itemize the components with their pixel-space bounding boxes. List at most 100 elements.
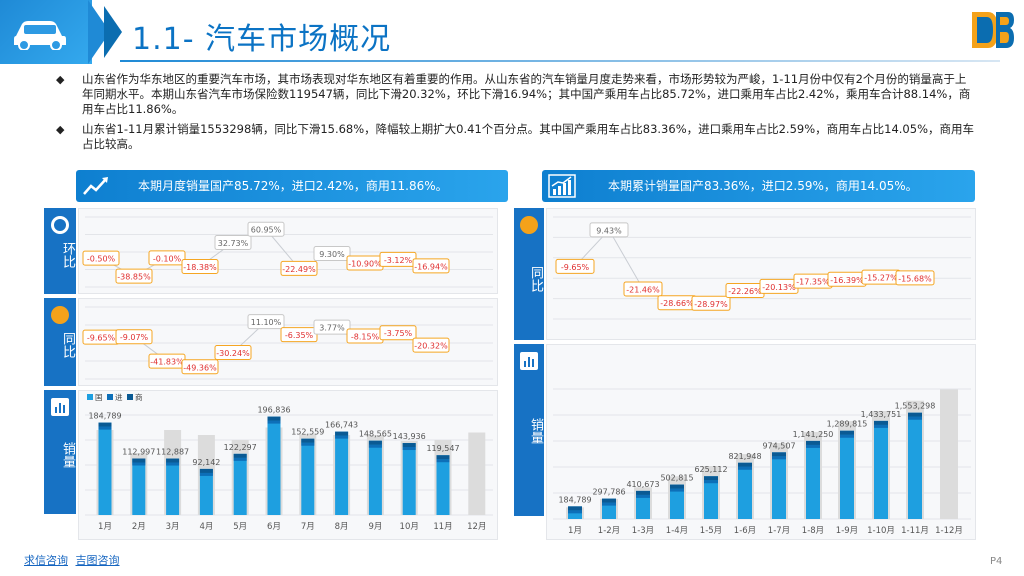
banner-cumulative: 本期累计销量国产83.36%，进口2.59%，商用14.05%。 (542, 170, 975, 202)
data-label-box (181, 359, 219, 375)
tab-tb-label: 同比 (60, 332, 75, 358)
data-label: -3.12% (384, 256, 413, 265)
data-label-box (555, 258, 595, 274)
bar (840, 430, 854, 519)
bar-value-label: 297,786 (592, 488, 625, 497)
footer-links: 求信咨询 吉图咨询 (24, 552, 124, 568)
bar (908, 412, 922, 519)
tab-hb-label: 环比 (60, 242, 75, 268)
data-label: -20.13% (762, 283, 796, 292)
bar (704, 476, 718, 519)
bar-value-label: 1,289,815 (827, 420, 868, 429)
bar-segment-commercial (402, 443, 416, 448)
data-label: -18.38% (183, 263, 217, 272)
bar-segment-import (568, 510, 582, 514)
data-label: -17.35% (796, 278, 830, 287)
prior-year-bar (940, 389, 958, 519)
bar-segment-commercial (874, 420, 888, 425)
bar-segment-import (233, 457, 247, 461)
x-tick-label: 1月 (568, 526, 582, 536)
data-label: -6.35% (285, 331, 314, 340)
data-label: -8.15% (351, 333, 380, 342)
bar-value-label: 148,565 (359, 430, 392, 439)
bar (368, 440, 382, 515)
data-label-box (589, 222, 629, 238)
data-label-box (247, 314, 285, 330)
bar-segment-import (402, 447, 416, 451)
bar-value-label: 1,141,250 (793, 430, 834, 439)
tab-tb-right-label: 同比 (528, 266, 543, 292)
data-label: -15.68% (898, 274, 932, 283)
bar-segment-import (199, 472, 213, 476)
bar-value-label: 92,142 (192, 458, 220, 467)
bar-segment-commercial (704, 476, 718, 481)
bar (772, 452, 786, 519)
bar-segment-commercial (199, 468, 213, 473)
target-icon (51, 216, 69, 234)
percent-icon (51, 306, 69, 324)
bar-segment-import (602, 502, 616, 506)
bar-segment-commercial (335, 431, 349, 436)
footer-link-qiuxin[interactable]: 求信咨询 (24, 554, 68, 567)
bar-segment-import (874, 424, 888, 428)
bar-segment-commercial (166, 458, 180, 463)
bar-segment-commercial (132, 458, 146, 463)
legend-entry: 进 (115, 393, 123, 402)
bar (166, 458, 180, 515)
data-label: -30.24% (216, 349, 250, 358)
tab-tb-right: 同比 (514, 208, 544, 340)
data-label-box (181, 259, 219, 275)
chart-cumulative-sales: 184,789 1月 297,786 1-2月 410,673 1-3月 502,815 1-… (553, 388, 971, 536)
bar-value-label: 1,433,751 (861, 410, 902, 419)
page-title: 1.1- 汽车市场概况 (132, 22, 392, 57)
data-label-box (412, 337, 450, 353)
percent-icon (520, 216, 538, 234)
bar-segment-commercial (233, 453, 247, 458)
bar-segment-commercial (301, 438, 315, 443)
bar-segment-import (806, 444, 820, 448)
header-chevron-inner (104, 6, 122, 58)
x-tick-label: 1-4月 (666, 526, 688, 536)
data-label: -15.27% (864, 274, 898, 283)
bar-segment-import (301, 442, 315, 446)
bar-value-label: 821,948 (728, 452, 761, 461)
data-label-box (412, 258, 450, 274)
data-label: -9.65% (561, 263, 590, 272)
header-divider (120, 60, 1000, 62)
bar (267, 416, 281, 515)
bar-segment-import (267, 420, 281, 424)
data-label: -22.49% (282, 265, 316, 274)
legend-entry: 国 (95, 393, 103, 402)
data-label-box (280, 327, 318, 343)
bar-segment-commercial (772, 452, 786, 457)
data-label-box (313, 246, 351, 262)
bar (402, 443, 416, 515)
data-label: -38.85% (117, 273, 151, 282)
data-label: -16.39% (830, 276, 864, 285)
x-tick-label: 1-3月 (632, 526, 654, 536)
bar-segment-commercial (568, 506, 582, 511)
bar-value-label: 122,297 (224, 443, 257, 452)
bar (301, 438, 315, 515)
bar-segment-commercial (806, 440, 820, 445)
bar-value-label: 502,815 (660, 474, 693, 483)
tab-tb: 同比 (44, 298, 76, 386)
data-label-box (115, 329, 153, 345)
panel-xl: 国 进 商 184,789 1月 112,997 2月 112,887 3月 92,142 4月 12… (78, 390, 498, 540)
data-label: -21.46% (626, 285, 660, 294)
footer-link-jitu[interactable]: 吉图咨询 (75, 554, 120, 567)
bar (98, 422, 112, 515)
data-label: -16.94% (414, 262, 448, 271)
tab-xl-label: 销量 (60, 442, 75, 468)
data-label: -28.97% (694, 300, 728, 309)
data-label-box (214, 345, 252, 361)
x-tick-label: 7月 (301, 522, 315, 532)
data-label: -28.66% (660, 299, 694, 308)
legend-swatch (87, 394, 93, 400)
bar (132, 458, 146, 515)
bar-segment-import (368, 444, 382, 448)
bar-segment-import (704, 480, 718, 484)
panel-xl-right: 184,789 1月 297,786 1-2月 410,673 1-3月 502,815 1-… (546, 344, 976, 540)
bar (335, 431, 349, 515)
bullet-monthly: 山东省作为华东地区的重要汽车市场，其市场表现对华东地区有着重要的作用。从山东省的… (52, 72, 974, 117)
